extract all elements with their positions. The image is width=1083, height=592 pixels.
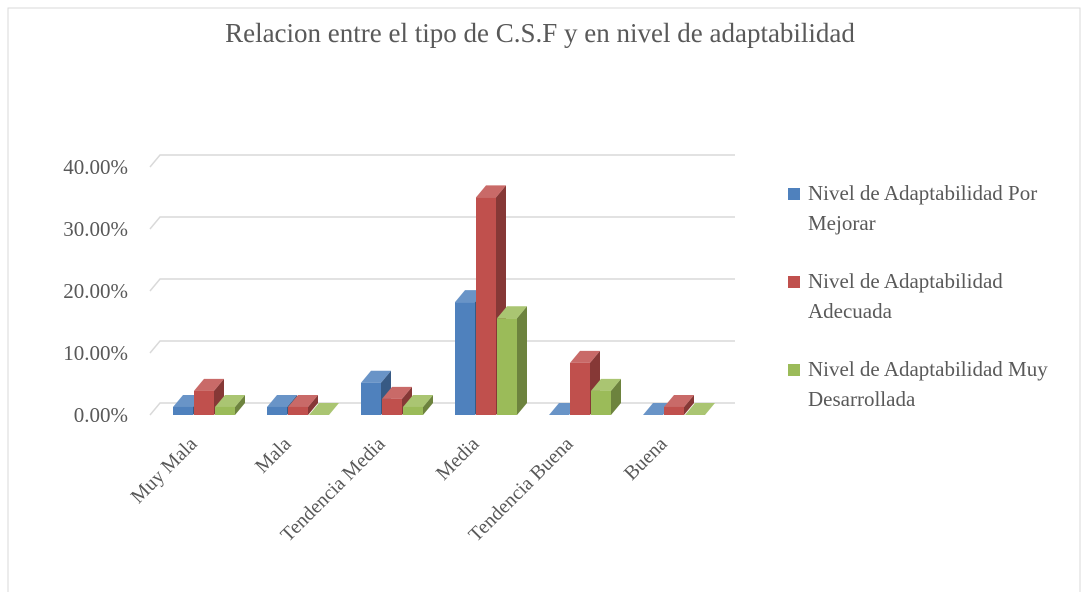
bar (215, 406, 235, 415)
y-tick-label: 0.00% (74, 403, 128, 427)
bar (173, 406, 193, 415)
bar (664, 406, 684, 415)
bar-top (215, 394, 245, 407)
bar-top (309, 403, 339, 415)
y-tick-label: 20.00% (63, 279, 128, 303)
x-tick-label: Mala (251, 433, 296, 478)
bar-top (476, 185, 506, 198)
bar-top (361, 370, 391, 383)
legend-swatch (788, 364, 800, 376)
legend-item: Nivel de Adaptabilidad Muy Desarrollada (788, 354, 1078, 414)
bar-top (288, 394, 318, 407)
bar (382, 398, 402, 415)
bar-side (684, 394, 694, 415)
bar (455, 302, 475, 415)
bar-top (382, 386, 412, 399)
bar (591, 390, 611, 415)
bar-side (308, 394, 318, 415)
bar-top (591, 378, 621, 391)
bar (361, 382, 381, 415)
chart-title: Relacion entre el tipo de C.S.F y en niv… (225, 18, 855, 48)
legend-item: Nivel de Adaptabilidad Por Mejorar (788, 178, 1078, 238)
y-tick-label: 10.00% (63, 341, 128, 365)
legend-swatch (788, 276, 800, 288)
legend-label: Nivel de Adaptabilidad Muy Desarrollada (808, 357, 1048, 411)
bar-side (517, 306, 527, 415)
x-tick-label: Muy Mala (127, 433, 202, 508)
bar-top (570, 350, 600, 363)
bar-top (267, 394, 297, 407)
grid-line (149, 278, 735, 292)
bar (570, 362, 590, 415)
bar (476, 197, 496, 415)
bar-top (664, 394, 694, 407)
x-tick-label: Media (432, 433, 484, 485)
bar (288, 406, 308, 415)
legend-item: Nivel de Adaptabilidad Adecuada (788, 266, 1078, 326)
bar-top (194, 378, 224, 391)
chart-border (7, 7, 1081, 592)
legend-label: Nivel de Adaptabilidad Adecuada (808, 269, 1003, 323)
grid-line (149, 154, 735, 168)
bar (194, 390, 214, 415)
x-tick-label: Buena (620, 433, 672, 485)
bar (403, 406, 423, 415)
y-tick-label: 30.00% (63, 217, 128, 241)
legend-label: Nivel de Adaptabilidad Por Mejorar (808, 181, 1038, 235)
bar (497, 318, 517, 415)
bar-side (423, 394, 433, 415)
bar (267, 406, 287, 415)
bar-top (497, 306, 527, 319)
grid-line (149, 216, 735, 230)
y-tick-label: 40.00% (63, 155, 128, 179)
bar-top (685, 403, 715, 415)
grid-line (149, 340, 735, 354)
bar-top (403, 394, 433, 407)
bar-side (611, 378, 621, 415)
legend-swatch (788, 188, 800, 200)
grid-line (149, 402, 735, 416)
bar-side (235, 394, 245, 415)
